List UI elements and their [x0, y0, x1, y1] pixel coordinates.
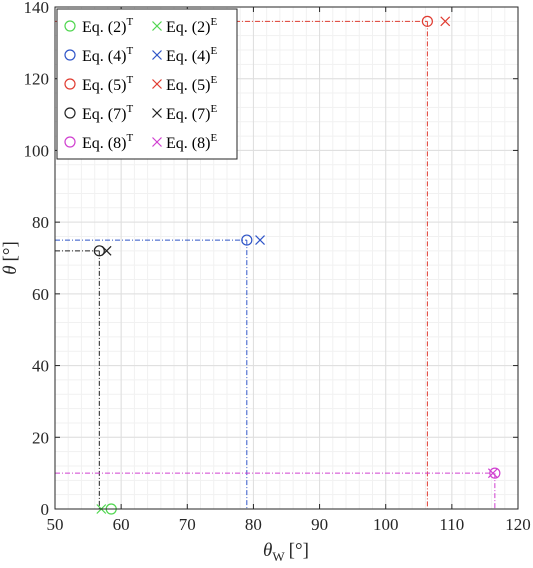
legend-series-name: Eq. (7): [82, 106, 126, 123]
theory-point-5: [489, 467, 501, 479]
theory-point-4: [93, 245, 105, 257]
legend-experiment-superscript: E: [210, 74, 217, 86]
x-tick-label: 120: [505, 515, 531, 534]
y-tick-label: 140: [24, 0, 50, 17]
x-axis-unit: [°]: [289, 540, 309, 561]
cross-stroke: [152, 108, 162, 118]
legend-experiment-superscript: E: [210, 16, 217, 28]
theory-point-3: [421, 15, 433, 27]
legend-theory-marker: [64, 78, 76, 90]
legend-theory-superscript: T: [126, 132, 133, 144]
legend-experiment-marker: [152, 137, 162, 147]
y-axis-symbol: θ: [0, 265, 21, 274]
legend-theory-label: Eq. (4)T: [82, 45, 133, 65]
legend-experiment-marker: [152, 21, 162, 31]
y-tick-label: 40: [32, 357, 49, 376]
legend-theory-label: Eq. (5)T: [82, 74, 133, 94]
legend-series-name: Eq. (2): [82, 19, 126, 36]
legend-series-name: Eq. (5): [166, 77, 210, 94]
legend-series-name: Eq. (4): [82, 48, 126, 65]
legend-theory-superscript: T: [126, 103, 133, 115]
legend-experiment-label: Eq. (8)E: [166, 132, 217, 152]
x-tick-label: 110: [439, 515, 464, 534]
x-axis-subscript: W: [272, 549, 285, 564]
x-tick-label: 60: [113, 515, 130, 534]
legend-experiment-label: Eq. (7)E: [166, 103, 217, 123]
legend-experiment-marker: [152, 50, 162, 60]
legend-series-name: Eq. (5): [82, 77, 126, 94]
experiment-point-4: [101, 245, 112, 256]
y-tick-label: 120: [24, 70, 50, 89]
legend-experiment-label: Eq. (4)E: [166, 45, 217, 65]
legend-theory-superscript: T: [126, 74, 133, 86]
legend-theory-marker: [64, 136, 76, 148]
x-tick-label: 70: [179, 515, 196, 534]
legend-theory-label: Eq. (7)T: [82, 103, 133, 123]
experiment-point-5: [487, 468, 498, 479]
legend-experiment-superscript: E: [210, 103, 217, 115]
legend-box: [56, 8, 238, 160]
legend-theory-superscript: T: [126, 45, 133, 57]
legend-experiment-marker: [152, 79, 162, 89]
x-tick-label: 80: [245, 515, 262, 534]
cross-stroke: [152, 21, 162, 31]
legend-theory-label: Eq. (8)T: [82, 132, 133, 152]
legend-theory-marker: [64, 107, 76, 119]
legend-theory-marker: [64, 49, 76, 61]
legend-series-name: Eq. (2): [166, 19, 210, 36]
x-axis-symbol: θ: [263, 540, 272, 561]
x-axis-label: θW [°]: [263, 540, 309, 564]
y-axis-label: θ [°]: [0, 241, 21, 275]
x-tick-label: 100: [373, 515, 399, 534]
y-tick-label: 0: [41, 500, 50, 519]
legend-experiment-superscript: E: [210, 45, 217, 57]
legend-experiment-marker: [152, 108, 162, 118]
legend-experiment-label: Eq. (5)E: [166, 74, 217, 94]
plot-frame: [54, 6, 519, 510]
experiment-point-2: [255, 235, 265, 245]
x-tick-label: 90: [311, 515, 328, 534]
cross-stroke: [152, 137, 162, 147]
cross-stroke: [440, 16, 451, 27]
legend-series-name: Eq. (8): [82, 135, 126, 152]
y-tick-label: 20: [32, 428, 49, 447]
cross-stroke: [152, 79, 162, 89]
y-axis-unit: [°]: [0, 241, 21, 261]
experiment-point-3: [440, 16, 451, 27]
legend-series-name: Eq. (8): [166, 135, 210, 152]
cross-stroke: [487, 468, 498, 479]
cross-stroke: [255, 235, 265, 245]
guide-lines: [55, 20, 496, 510]
y-tick-label: 80: [32, 213, 49, 232]
legend-theory-marker: [64, 20, 76, 32]
legend-series-name: Eq. (4): [166, 48, 210, 65]
legend: Eq. (2)T Eq. (2)EEq. (4)T Eq. (4)EEq. (5)T…: [56, 8, 238, 160]
legend-theory-label: Eq. (2)T: [82, 16, 133, 36]
cross-stroke: [101, 245, 112, 256]
x-tick-label: 50: [47, 515, 64, 534]
legend-series-name: Eq. (7): [166, 106, 210, 123]
axis-ticks: 50 60 70 80 90 100 110 120 0 20 40 60 80 100 120 140: [24, 0, 531, 534]
legend-experiment-superscript: E: [210, 132, 217, 144]
y-tick-label: 100: [24, 141, 50, 160]
y-tick-label: 60: [32, 285, 49, 304]
legend-theory-superscript: T: [126, 16, 133, 28]
theory-point-2: [241, 234, 253, 246]
legend-experiment-label: Eq. (2)E: [166, 16, 217, 36]
cross-stroke: [152, 50, 162, 60]
